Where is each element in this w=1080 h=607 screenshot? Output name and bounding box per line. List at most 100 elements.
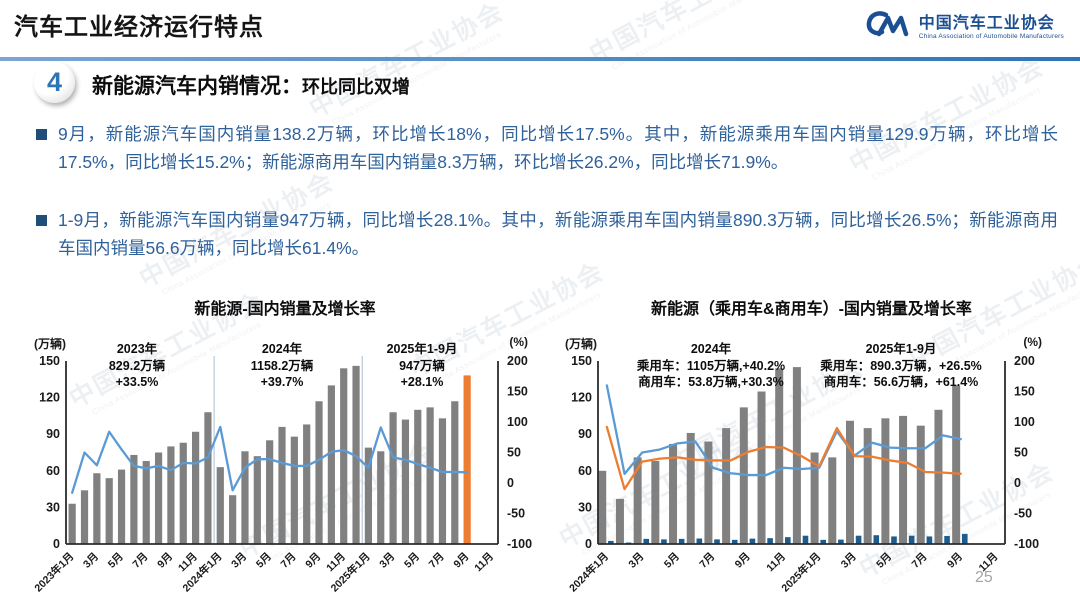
left-axis-tick: 150 (571, 354, 592, 368)
growth-line (605, 384, 962, 477)
page-title: 汽车工业经济运行特点 (14, 14, 264, 41)
x-axis-tick: 5月 (254, 551, 274, 571)
bar-passenger (792, 367, 801, 544)
bar (364, 447, 372, 544)
left-axis-tick: 30 (578, 500, 592, 514)
bar (167, 446, 175, 544)
x-axis-tick: 11月 (764, 551, 788, 575)
bullet-item: 9月，新能源汽车国内销量138.2万辆，环比增长18%，同比增长17.5%。其中… (36, 120, 1058, 177)
caam-logo: 中国汽车工业协会 China Association of Automobile… (866, 7, 1064, 48)
logo-name-cn: 中国汽车工业协会 (918, 15, 1055, 33)
x-axis-tick: 7月 (279, 551, 299, 571)
bar-commercial (785, 537, 791, 544)
bar-commercial (608, 540, 614, 544)
x-axis-tick: 3月 (377, 551, 397, 571)
bar-passenger (775, 368, 784, 544)
right-axis-tick: 50 (1014, 446, 1028, 460)
bar-commercial (855, 535, 862, 544)
left-axis-tick: 0 (585, 537, 592, 551)
right-axis-unit: (%) (509, 335, 528, 349)
bar-passenger (863, 428, 872, 544)
bar-commercial (961, 533, 968, 544)
bar-commercial (820, 539, 826, 544)
left-axis-tick: 120 (39, 391, 60, 405)
right-axis-tick: 150 (507, 385, 528, 399)
header-divider (0, 57, 1080, 61)
bar (117, 469, 126, 544)
bar (303, 424, 311, 544)
bar (426, 407, 434, 544)
bar (401, 419, 410, 544)
bar (154, 452, 163, 544)
bar-commercial (643, 538, 650, 544)
bar (438, 418, 447, 544)
chart-annotation: 2025年1-9月 乘用车：890.3万辆，+26.5% 商用车：56.6万辆，+6… (820, 342, 982, 389)
bar-commercial (731, 539, 738, 544)
bar-commercial (696, 538, 703, 544)
bar-passenger (633, 457, 642, 544)
right-axis-tick: 100 (1014, 415, 1035, 429)
bar-commercial (873, 535, 880, 544)
section-title-sub: 环比同比双增 (302, 77, 410, 97)
right-axis-tick: 200 (1014, 354, 1035, 368)
axes-group (65, 361, 499, 545)
bar (389, 412, 397, 544)
section-title-main: 新能源汽车内销情况： (92, 75, 302, 98)
page-number: 25 (975, 569, 993, 586)
bar (93, 473, 101, 544)
bar-passenger (722, 428, 731, 544)
bar-commercial (908, 535, 915, 544)
right-axis-tick: -50 (1014, 507, 1032, 521)
bar-commercial (714, 539, 720, 544)
bar (241, 451, 249, 544)
bar-commercial (926, 536, 933, 544)
bar (266, 440, 274, 544)
bullet-text-1: 9月，新能源汽车国内销量138.2万辆，环比增长18%，同比增长17.5%。其中… (58, 124, 1058, 173)
chart-annotation: 2024年 1158.2万辆 +39.7% (250, 342, 314, 389)
bar (68, 503, 76, 544)
bar-highlight (463, 375, 471, 544)
bar-commercial (678, 538, 685, 544)
left-axis-tick: 90 (578, 427, 592, 441)
left-axis-tick: 150 (39, 354, 60, 368)
bullet-item: 1-9月，新能源汽车国内销量947万辆，同比增长28.1%。其中，新能源乘用车国… (36, 206, 1058, 263)
bar-commercial (838, 539, 844, 544)
bar-passenger (704, 441, 713, 544)
axes-group (597, 361, 1006, 545)
bar-passenger (669, 443, 678, 544)
bar-commercial (661, 539, 667, 544)
bar (192, 431, 200, 544)
caam-logo-icon (866, 7, 912, 48)
left-axis-tick: 90 (46, 427, 60, 441)
chart-plot-area: 0 30 60 90 120 150 -100 -50 0 50 100 150 200 2023年1月 3… (30, 321, 540, 604)
right-axis-tick: -100 (1014, 537, 1039, 551)
left-axis-tick: 60 (46, 464, 60, 478)
chart-svg: 0 30 60 90 120 150 -100 -50 0 50 100 150 200 2024年1月 3… (566, 354, 1039, 594)
chart-plot-area: 0 30 60 90 120 150 -100 -50 0 50 100 150 200 2024年1月 3… (553, 321, 1070, 604)
x-axis-tick: 2023年1月 (32, 550, 77, 595)
chart-nev-pv-cv-sales: 新能源（乘用车&商用车）-国内销量及增长率 (万辆) (%) 0 30 60 90 12… (553, 299, 1070, 601)
bar-passenger (651, 461, 660, 544)
bar (105, 478, 113, 544)
bar-passenger (845, 420, 854, 544)
bar (204, 412, 212, 544)
bar (340, 368, 348, 544)
growth-line (605, 425, 962, 491)
logo-name-en: China Association of Automobile Manufact… (918, 32, 1064, 40)
bar-commercial (802, 535, 809, 544)
bar-passenger (686, 432, 695, 544)
bar-passenger (615, 498, 624, 544)
section-number-badge: 4 (34, 62, 75, 103)
bars-group (598, 367, 968, 544)
bar (229, 495, 237, 544)
left-axis-tick: 0 (53, 537, 60, 551)
left-axis-tick: 30 (46, 500, 60, 514)
x-axis-tick: 3月 (839, 551, 859, 571)
right-axis-tick: 150 (1014, 385, 1035, 399)
bar-passenger (952, 385, 961, 544)
bar (253, 456, 261, 544)
bar-passenger (810, 452, 819, 544)
bar (377, 451, 385, 544)
x-axis-tick: 9月 (303, 551, 323, 571)
